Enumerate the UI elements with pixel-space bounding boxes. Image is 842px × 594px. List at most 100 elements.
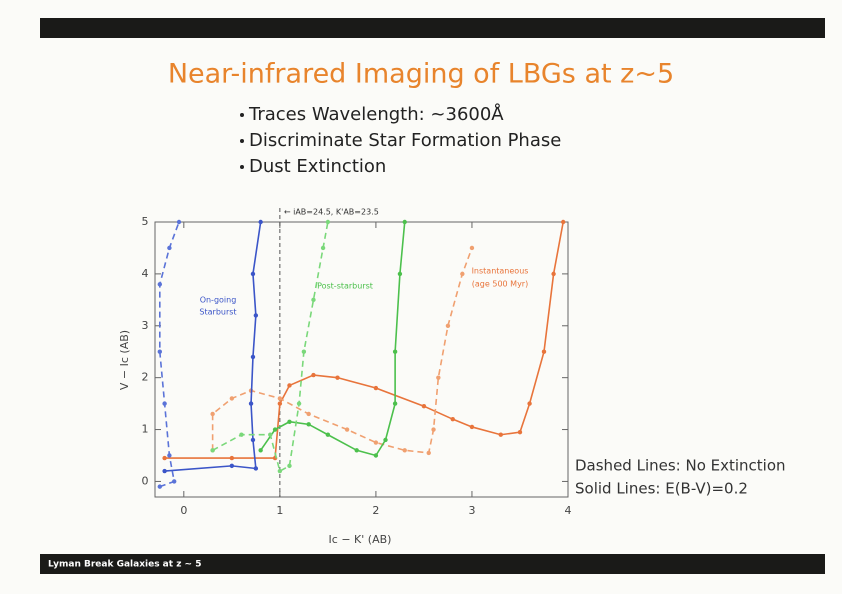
note: Dashed Lines: No Extinction xyxy=(575,457,786,475)
y-tick-label: 2 xyxy=(142,371,149,384)
point xyxy=(460,271,465,277)
point xyxy=(450,416,455,422)
series-line xyxy=(259,221,406,457)
point xyxy=(445,323,451,328)
point xyxy=(277,468,283,474)
point xyxy=(277,401,283,406)
bullets: Traces Wavelength: ~3600Å Discriminate S… xyxy=(240,103,561,177)
y-tick-label: 1 xyxy=(142,423,149,436)
point xyxy=(373,385,379,391)
bullet: Discriminate Star Formation Phase xyxy=(249,130,561,151)
point xyxy=(258,448,263,453)
y-axis-label: V − Ic (AB) xyxy=(118,330,131,390)
point xyxy=(392,401,398,406)
bottom-banner xyxy=(40,554,825,574)
point xyxy=(229,396,235,401)
point xyxy=(325,432,331,437)
bullet-dot xyxy=(240,165,244,169)
point xyxy=(551,271,556,277)
point xyxy=(426,450,431,456)
point xyxy=(469,245,475,251)
x-tick-label: 3 xyxy=(468,504,475,517)
point xyxy=(229,455,235,461)
point xyxy=(301,349,307,354)
bullet: Dust Extinction xyxy=(249,156,386,177)
point xyxy=(176,219,182,225)
x-tick-label: 2 xyxy=(372,504,379,517)
y-tick-label: 4 xyxy=(142,267,149,280)
point xyxy=(527,401,532,406)
plot-frame xyxy=(154,221,569,498)
point xyxy=(167,453,172,458)
point xyxy=(311,297,316,303)
x-tick-label: 0 xyxy=(180,504,187,517)
x-axis-label: Ic − K' (AB) xyxy=(329,533,392,546)
reference-label: ← iAB=24.5, K'AB=23.5 xyxy=(284,208,379,217)
point xyxy=(268,432,273,437)
point xyxy=(383,437,388,443)
point xyxy=(157,484,163,489)
point xyxy=(560,219,566,225)
point xyxy=(431,427,436,432)
point xyxy=(172,479,177,484)
x-tick-label: 4 xyxy=(565,504,572,517)
y-tick-label: 0 xyxy=(142,474,149,487)
bullet: Traces Wavelength: ~3600Å xyxy=(248,103,504,125)
point xyxy=(397,271,403,277)
bullet-dot xyxy=(240,139,244,143)
point xyxy=(162,455,167,461)
point xyxy=(541,349,547,354)
point xyxy=(469,424,475,430)
note: Solid Lines: E(B-V)=0.2 xyxy=(575,480,748,498)
annotation: Post-starburst xyxy=(317,282,373,291)
point xyxy=(436,375,441,380)
point xyxy=(162,468,167,474)
point xyxy=(258,219,263,225)
series-line xyxy=(211,247,473,454)
x-tick-label: 1 xyxy=(276,504,283,517)
annotation: Instantaneous xyxy=(472,267,529,276)
point xyxy=(253,466,259,471)
point xyxy=(296,401,302,406)
point xyxy=(272,427,278,432)
point xyxy=(210,448,215,453)
point xyxy=(248,401,254,406)
point xyxy=(402,219,407,225)
point xyxy=(250,354,256,360)
point xyxy=(335,375,340,380)
point xyxy=(253,313,259,318)
point xyxy=(287,419,292,424)
series-line xyxy=(212,221,329,473)
point xyxy=(373,440,379,445)
series-line xyxy=(164,221,564,459)
point xyxy=(287,383,292,388)
point xyxy=(287,463,292,469)
series-line xyxy=(159,221,180,488)
top-banner xyxy=(40,18,825,38)
point xyxy=(421,403,427,409)
point xyxy=(239,432,244,437)
point xyxy=(344,427,350,432)
point xyxy=(229,463,235,469)
annotation: Starburst xyxy=(199,308,236,317)
bullet-dot xyxy=(240,113,244,117)
point xyxy=(325,219,331,225)
point xyxy=(498,432,503,437)
point xyxy=(306,422,311,427)
point xyxy=(306,411,311,417)
point xyxy=(320,245,326,251)
series-line xyxy=(164,221,262,472)
point xyxy=(373,453,379,458)
point xyxy=(162,401,167,406)
point xyxy=(402,448,407,453)
slide-title: Near-infrared Imaging of LBGs at z~5 xyxy=(168,59,674,90)
point xyxy=(392,349,398,354)
point xyxy=(250,271,256,277)
y-tick-label: 3 xyxy=(142,319,149,332)
point xyxy=(277,396,283,401)
point xyxy=(210,411,215,417)
point xyxy=(250,437,256,443)
point xyxy=(157,349,163,354)
footer: Lyman Break Galaxies at z ~ 5 xyxy=(48,560,202,570)
